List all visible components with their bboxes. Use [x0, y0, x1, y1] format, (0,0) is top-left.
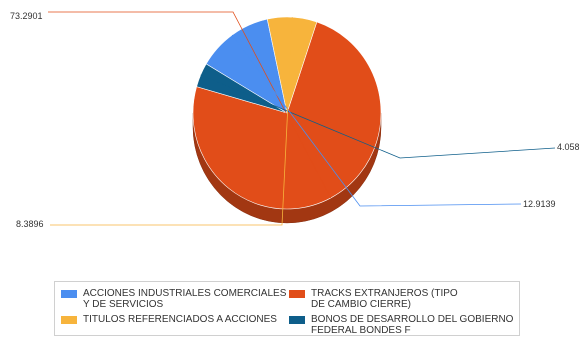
leader-line-titulos-referenciados-a-acciones	[50, 17, 293, 226]
legend-label-bonos-desarrollo-line2: FEDERAL BONDES F	[311, 325, 411, 336]
data-label-bonos-de-desarrollo-del-gobierno-federal-bondes-f: 4.058	[557, 142, 579, 152]
legend-item-tracks-extranjeros: TRACKS EXTRANJEROS (TIPO DE CAMBIO CIERR…	[289, 288, 458, 310]
leader-line-bonos-de-desarrollo-del-gobierno-federal-bondes-f	[200, 74, 556, 159]
data-label-titulos-referenciados-a-acciones: 8.3896	[16, 219, 44, 229]
slice-acciones-industriales-comerciales-y-de-servicios	[205, 18, 288, 114]
data-labels: 73.2901 4.058 12.9139 8.3896	[10, 11, 579, 229]
legend-swatch-acciones-industriales	[61, 290, 77, 298]
leader-lines	[48, 11, 556, 226]
pie-slices	[192, 16, 382, 210]
legend-item-bonos-desarrollo: BONOS DE DESARROLLO DEL GOBIERNO FEDERAL…	[289, 314, 513, 336]
legend-label-tracks-extranjeros-line1: TRACKS EXTRANJEROS (TIPO	[311, 288, 458, 299]
pie-chart: 73.2901 4.058 12.9139 8.3896	[10, 11, 579, 229]
data-label-acciones-industriales-comerciales-y-de-servicios: 12.9139	[523, 199, 556, 209]
legend-item-titulos-referenciados: TITULOS REFERENCIADOS A ACCIONES	[61, 314, 277, 325]
legend-item-acciones-industriales: ACCIONES INDUSTRIALES COMERCIALES Y DE S…	[61, 288, 286, 310]
legend-label-tracks-extranjeros-line2: DE CAMBIO CIERRE)	[311, 299, 412, 310]
legend-label-titulos-referenciados: TITULOS REFERENCIADOS A ACCIONES	[83, 314, 277, 325]
legend-label-acciones-industriales-line2: Y DE SERVICIOS	[83, 299, 164, 310]
legend-swatch-bonos-desarrollo	[289, 316, 305, 324]
legend-swatch-tracks-extranjeros	[289, 290, 305, 298]
leader-line-tracks-extranjeros-tipo-de-cambio-cierre	[48, 11, 332, 199]
legend: ACCIONES INDUSTRIALES COMERCIALES Y DE S…	[54, 281, 520, 336]
leader-line-acciones-industriales-comerciales-y-de-servicios	[231, 34, 522, 207]
legend-swatch-titulos-referenciados	[61, 316, 77, 324]
data-label-tracks-extranjeros-tipo-de-cambio-cierre: 73.2901	[10, 11, 43, 21]
legend-label-bonos-desarrollo-line1: BONOS DE DESARROLLO DEL GOBIERNO	[311, 314, 514, 325]
legend-label-acciones-industriales-line1: ACCIONES INDUSTRIALES COMERCIALES	[83, 288, 287, 299]
